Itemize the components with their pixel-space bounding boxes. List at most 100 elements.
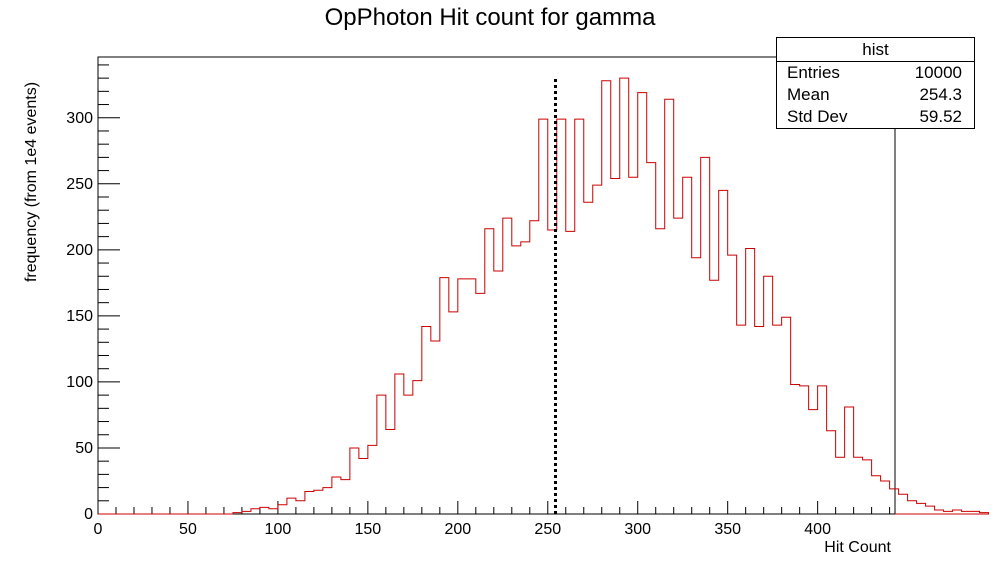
stats-row-stddev: Std Dev 59.52 bbox=[777, 106, 974, 128]
histogram-bin bbox=[575, 119, 584, 514]
x-tick-label: 150 bbox=[355, 521, 382, 538]
histogram-bin bbox=[935, 510, 944, 514]
histogram-bin bbox=[485, 229, 494, 514]
chart-title: OpPhoton Hit count for gamma bbox=[324, 4, 656, 31]
histogram-bin bbox=[386, 429, 395, 514]
histogram-bin bbox=[395, 374, 404, 514]
histogram-bin bbox=[872, 476, 881, 514]
x-tick-label: 200 bbox=[444, 521, 471, 538]
histogram-bin bbox=[908, 501, 917, 514]
histogram-bin bbox=[899, 494, 908, 514]
histogram-bin bbox=[926, 506, 935, 514]
histogram-bin bbox=[647, 163, 656, 514]
histogram-bin bbox=[665, 99, 674, 514]
stats-value: 10000 bbox=[914, 63, 962, 82]
histogram-bin bbox=[566, 231, 575, 514]
histogram-bin bbox=[251, 509, 260, 514]
histogram-bin bbox=[539, 119, 548, 514]
histogram-bin bbox=[503, 218, 512, 514]
histogram-bin bbox=[962, 511, 971, 514]
y-tick-label: 0 bbox=[84, 506, 93, 523]
histogram-bin bbox=[701, 157, 710, 514]
histogram-bin bbox=[377, 395, 386, 514]
x-tick-label: 50 bbox=[179, 521, 197, 538]
y-tick-label: 200 bbox=[66, 242, 93, 259]
histogram-bin bbox=[953, 510, 962, 514]
histogram-bin bbox=[728, 255, 737, 514]
histogram-bin bbox=[350, 448, 359, 514]
histogram-bin bbox=[242, 511, 251, 514]
histogram-bin bbox=[782, 317, 791, 514]
histogram-bin bbox=[674, 218, 683, 514]
histogram-bin bbox=[404, 395, 413, 514]
stats-value: 59.52 bbox=[919, 107, 962, 126]
stats-label: Std Dev bbox=[787, 107, 848, 126]
histogram-bin bbox=[332, 477, 341, 514]
histogram-bin bbox=[656, 229, 665, 514]
histogram-bin bbox=[863, 460, 872, 514]
histogram-bin bbox=[845, 407, 854, 514]
histogram-bin bbox=[431, 341, 440, 514]
histogram-bin bbox=[260, 507, 269, 514]
x-tick-label: 300 bbox=[624, 521, 651, 538]
histogram-bin bbox=[359, 459, 368, 514]
histogram-bin bbox=[836, 457, 845, 514]
histogram-bin bbox=[584, 202, 593, 514]
y-tick-label: 250 bbox=[66, 176, 93, 193]
histogram-bin bbox=[296, 501, 305, 514]
histogram-bin bbox=[593, 185, 602, 514]
histogram-bin bbox=[323, 488, 332, 514]
histogram-bin bbox=[413, 381, 422, 514]
histogram-bin bbox=[944, 511, 953, 514]
stats-value: 254.3 bbox=[919, 85, 962, 104]
y-tick-label: 50 bbox=[75, 440, 93, 457]
histogram-bin bbox=[530, 221, 539, 514]
histogram-bin bbox=[818, 386, 827, 514]
histogram-bin bbox=[278, 505, 287, 514]
histogram-bin bbox=[458, 279, 467, 514]
x-axis-label: Hit Count bbox=[824, 539, 891, 556]
x-tick-label: 350 bbox=[714, 521, 741, 538]
x-tick-label: 400 bbox=[804, 521, 831, 538]
histogram-bin bbox=[737, 325, 746, 514]
histogram-bin bbox=[710, 280, 719, 514]
x-tick-label: 250 bbox=[534, 521, 561, 538]
histogram-bin bbox=[746, 249, 755, 514]
x-tick-label: 0 bbox=[94, 521, 103, 538]
histogram-bin bbox=[467, 279, 476, 514]
histogram-bin bbox=[917, 503, 926, 514]
histogram-bin bbox=[881, 481, 890, 514]
y-tick-label: 300 bbox=[66, 110, 93, 127]
histogram-bin bbox=[341, 480, 350, 514]
histogram-bin bbox=[629, 177, 638, 514]
histogram-bin bbox=[638, 93, 647, 514]
histogram-bin bbox=[305, 492, 314, 514]
histogram-bin bbox=[971, 511, 980, 514]
histogram-bin bbox=[476, 293, 485, 514]
histogram-bin bbox=[764, 276, 773, 514]
x-tick-label: 100 bbox=[265, 521, 292, 538]
histogram-bin bbox=[809, 410, 818, 514]
histogram-bin bbox=[827, 431, 836, 514]
histogram-bin bbox=[512, 246, 521, 514]
histogram-bin bbox=[692, 258, 701, 514]
histogram-bin bbox=[773, 325, 782, 514]
histogram-bin bbox=[602, 81, 611, 514]
stats-box-title: hist bbox=[777, 38, 974, 62]
histogram-bin bbox=[422, 326, 431, 514]
plot-frame bbox=[97, 56, 896, 515]
stats-box: hist Entries 10000 Mean 254.3 Std Dev 59… bbox=[776, 37, 975, 129]
histogram-bin bbox=[755, 326, 764, 514]
histogram-bin bbox=[557, 119, 566, 514]
histogram-step-line bbox=[98, 77, 990, 515]
histogram-bin bbox=[980, 513, 989, 514]
stats-label: Mean bbox=[787, 85, 830, 104]
histogram-bin bbox=[800, 386, 809, 514]
histogram-bin bbox=[314, 490, 323, 514]
histogram-bin bbox=[440, 278, 449, 514]
y-tick-label: 100 bbox=[66, 374, 93, 391]
stats-label: Entries bbox=[787, 63, 840, 82]
histogram-bin bbox=[368, 445, 377, 514]
histogram-bin bbox=[449, 312, 458, 514]
